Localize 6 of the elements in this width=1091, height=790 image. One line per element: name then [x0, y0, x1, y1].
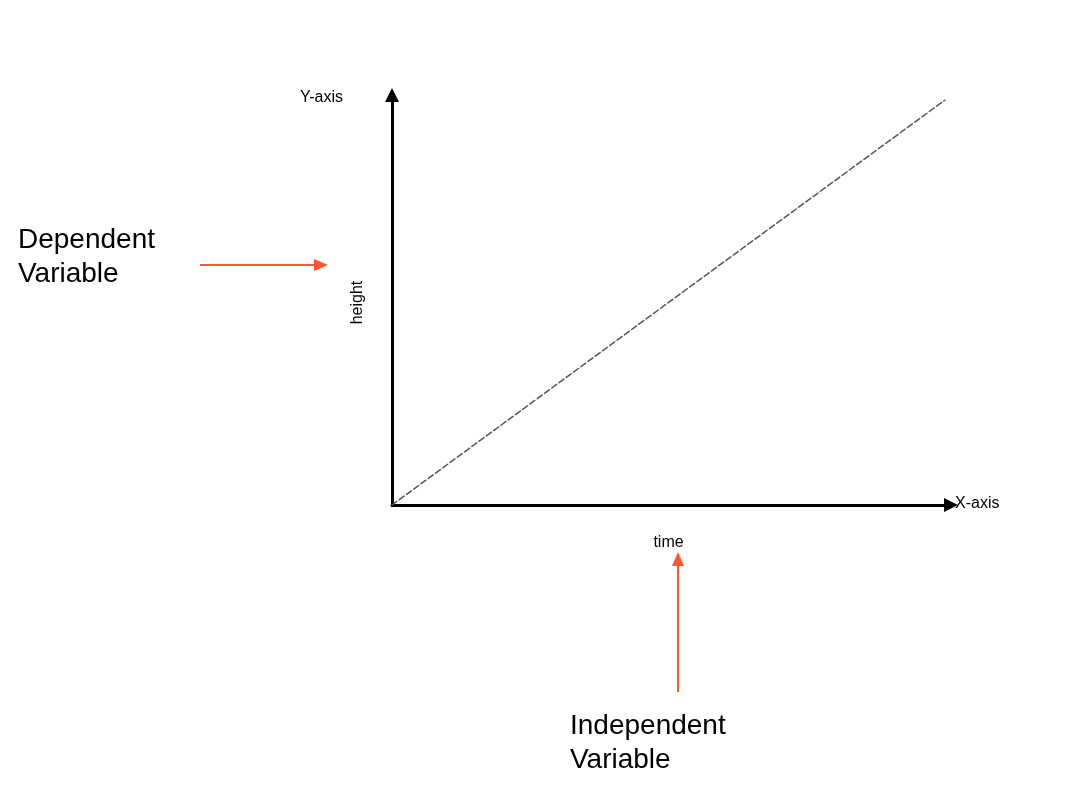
y-axis-title: height	[347, 280, 365, 325]
annotation: Y-axis	[300, 88, 343, 106]
annotation: Dependent Variable	[18, 222, 156, 290]
text: Independent Variable	[570, 708, 727, 776]
annotation: X-axis	[955, 494, 1000, 512]
x-axis-title: time	[653, 532, 684, 550]
